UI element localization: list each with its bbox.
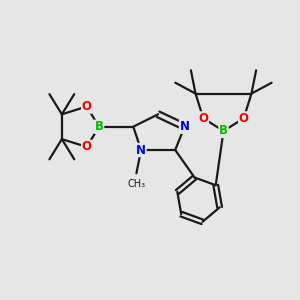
Text: CH₃: CH₃	[127, 179, 146, 189]
Text: O: O	[82, 140, 92, 153]
Text: O: O	[239, 112, 249, 125]
Text: B: B	[219, 124, 228, 137]
Text: B: B	[94, 120, 103, 133]
Text: O: O	[82, 100, 92, 113]
Text: N: N	[136, 143, 146, 157]
Text: O: O	[198, 112, 208, 125]
Text: N: N	[179, 120, 190, 133]
